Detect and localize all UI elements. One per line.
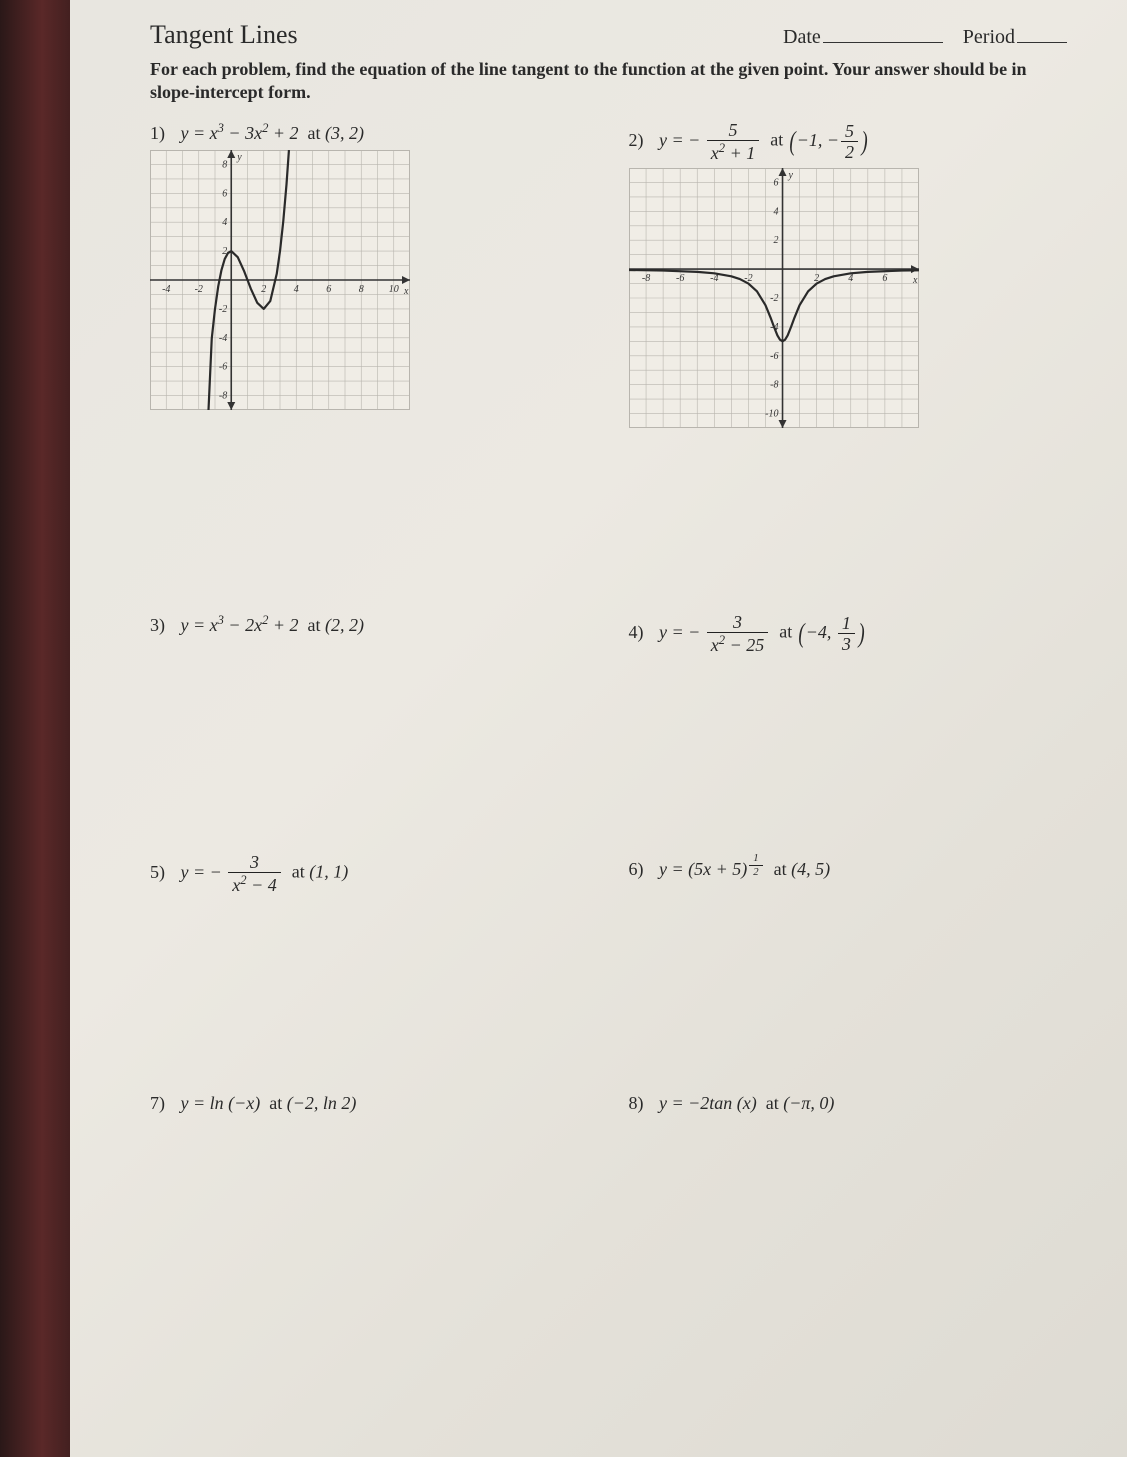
svg-text:y: y [787,170,793,181]
at-label: at [766,1093,779,1113]
period-blank[interactable] [1017,21,1067,43]
svg-text:2: 2 [261,284,266,295]
problem-point: (−π, 0) [783,1093,834,1113]
problem-number: 6) [629,859,655,880]
svg-text:-6: -6 [770,351,778,362]
graph-1-container: -4-2246810-8-6-4-22468xy [150,150,589,415]
problem-number: 4) [629,622,655,643]
problem-3: 3) y = x3 − 2x2 + 2 at (2, 2) [150,613,589,673]
problem-5: 5) y = − 3x2 − 4 at (1, 1) [150,853,589,913]
problem-point: (−4, 13) [797,622,866,642]
date-blank[interactable] [823,21,943,43]
problem-point: (2, 2) [325,615,364,635]
at-label: at [292,862,305,882]
problems-grid: 1) y = x3 − 3x2 + 2 at (3, 2) -4 -2 2 4 6 8 10… [150,121,1067,1153]
svg-text:6: 6 [882,273,887,284]
problem-6: 6) y = (5x + 5)12 at (4, 5) [629,853,1068,913]
problem-equation: y = x3 − 3x2 + 2 [181,123,299,143]
problem-number: 1) [150,123,176,144]
svg-text:-6: -6 [219,362,227,373]
problem-equation: y = − 3x2 − 4 [181,862,288,882]
svg-text:x: x [403,286,409,297]
problem-equation: y = x3 − 2x2 + 2 [181,615,299,635]
svg-text:x: x [912,275,918,286]
problem-equation: y = − 3x2 − 25 [659,622,775,642]
problem-equation: y = − 5x2 + 1 [659,130,766,150]
svg-text:2: 2 [773,235,778,246]
svg-text:6: 6 [222,188,227,199]
header-row: Tangent Lines Date Period [150,20,1067,50]
svg-text:-4: -4 [162,284,170,295]
book-spine [0,0,70,1457]
at-label: at [770,130,783,150]
worksheet-page: Tangent Lines Date Period For each probl… [70,0,1127,1457]
graph-2-container: -8-6-4-2246-10-8-6-4-2246xy [629,168,1068,433]
svg-text:-6: -6 [676,273,684,284]
svg-text:4: 4 [222,217,227,228]
problem-equation: y = −2tan (x) [659,1093,757,1113]
problem-point: (−2, ln 2) [287,1093,357,1113]
problem-number: 7) [150,1093,176,1114]
problem-1: 1) y = x3 − 3x2 + 2 at (3, 2) -4 -2 2 4 6 8 10… [150,121,589,433]
instructions-text: For each problem, find the equation of t… [150,58,1067,103]
problem-7: 7) y = ln (−x) at (−2, ln 2) [150,1093,589,1153]
at-label: at [779,622,792,642]
problem-number: 2) [629,130,655,151]
problem-4: 4) y = − 3x2 − 25 at (−4, 13) [629,613,1068,673]
problem-point: (4, 5) [791,859,830,879]
svg-text:-8: -8 [641,273,649,284]
svg-text:-2: -2 [770,293,778,304]
svg-text:-8: -8 [219,391,227,402]
svg-text:8: 8 [359,284,364,295]
svg-text:-2: -2 [195,284,203,295]
svg-text:6: 6 [773,177,778,188]
problem-point: (−1, −52) [788,130,869,150]
problem-point: (3, 2) [325,123,364,143]
svg-text:6: 6 [326,284,331,295]
graph-2: -8-6-4-2246-10-8-6-4-2246xy [629,168,919,428]
at-label: at [308,615,321,635]
at-label: at [308,123,321,143]
svg-text:8: 8 [222,159,227,170]
problem-number: 3) [150,615,176,636]
problem-equation: y = ln (−x) [181,1093,261,1113]
svg-text:10: 10 [389,284,399,295]
at-label: at [774,859,787,879]
date-field: Date [783,21,943,49]
at-label: at [269,1093,282,1113]
period-field: Period [963,21,1067,49]
graph-1: -4-2246810-8-6-4-22468xy [150,150,410,410]
svg-text:-10: -10 [765,409,778,420]
problem-number: 5) [150,862,176,883]
svg-text:4: 4 [773,206,778,217]
svg-text:-4: -4 [219,333,227,344]
problem-equation: y = (5x + 5)12 [659,859,765,879]
date-label: Date [783,26,821,48]
svg-text:4: 4 [294,284,299,295]
svg-text:4: 4 [848,273,853,284]
problem-8: 8) y = −2tan (x) at (−π, 0) [629,1093,1068,1153]
svg-text:-8: -8 [770,380,778,391]
problem-number: 8) [629,1093,655,1114]
period-label: Period [963,26,1015,48]
svg-text:-2: -2 [219,304,227,315]
problem-2: 2) y = − 5x2 + 1 at (−1, −52) -8-6-4-224… [629,121,1068,433]
svg-text:y: y [236,152,242,163]
page-title: Tangent Lines [150,20,763,50]
problem-point: (1, 1) [309,862,348,882]
